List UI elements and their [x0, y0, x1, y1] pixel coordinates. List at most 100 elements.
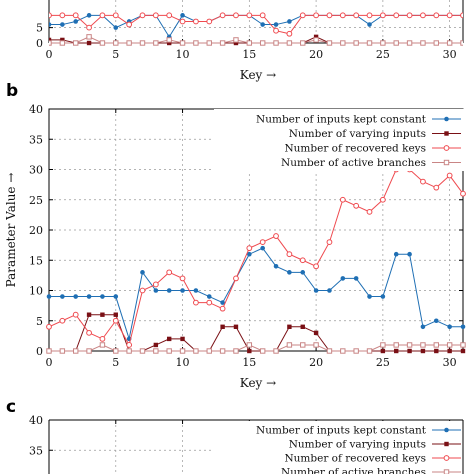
panel-b-data-point	[393, 342, 399, 348]
panel-b-y-tick-label: 25	[29, 194, 43, 207]
panel-a-data-point	[433, 40, 439, 46]
panel-b-legend-label: Number of recovered keys	[284, 143, 426, 155]
panel-b-data-point	[153, 348, 159, 354]
panel-a-data-point	[126, 21, 133, 28]
panel-a-x-tick-label: 10	[176, 48, 190, 61]
panel-a-data-point	[286, 30, 293, 37]
panel-b-data-point	[326, 348, 333, 354]
panel-a-data-point	[246, 40, 253, 46]
panel-c-legend-marker	[443, 455, 450, 461]
panel-b-y-tick-label: 30	[29, 164, 43, 177]
panel-b-label: b	[6, 81, 18, 101]
panel-c-legend-marker	[444, 441, 449, 447]
panel-b-data-point	[353, 348, 359, 354]
panel-b-data-point	[340, 348, 346, 354]
panel-c-y-tick-label: 35	[29, 444, 43, 457]
panel-a-data-point	[273, 40, 279, 46]
panel-b-data-point	[286, 342, 293, 348]
panel-a-data-point	[367, 22, 372, 27]
panel-a-data-point	[287, 19, 292, 24]
panel-b-data-point	[166, 348, 172, 354]
panel-b-data-point	[59, 317, 66, 324]
panel-a-data-point	[139, 12, 146, 19]
panel-b-data-point	[287, 324, 292, 329]
panel-b-data-point	[299, 257, 306, 264]
panel-c-legend-label: Number of recovered keys	[284, 453, 426, 465]
panel-b-data-point	[380, 342, 386, 348]
panel-c-legend-label: Number of active branches	[281, 467, 426, 474]
panel-b-data-point	[340, 276, 346, 281]
panel-c-legend-label: Number of inputs kept constant	[256, 425, 427, 437]
panel-a-data-point	[179, 40, 186, 46]
panel-b-data-point	[247, 348, 252, 354]
panel-a-x-tick-label: 0	[46, 48, 53, 61]
panel-b-data-point	[327, 288, 332, 293]
panel-b-legend-label: Number of varying inputs	[289, 128, 426, 140]
panel-b-data-point	[434, 348, 439, 354]
panel-b-data-point	[273, 233, 279, 239]
panel-b-data-point	[446, 342, 453, 348]
panel-b-data-point	[367, 294, 372, 299]
panel-b-data-point	[353, 202, 360, 209]
panel-b-data-point	[394, 348, 399, 354]
panel-b-data-point	[313, 288, 319, 293]
panel-b-data-point	[219, 305, 226, 312]
panel-b-data-point	[206, 294, 212, 299]
panel-b-data-point	[287, 270, 292, 275]
panel-a-series-line	[49, 14, 463, 38]
panel-a-data-point	[60, 37, 65, 43]
panel-a-data-point	[60, 22, 65, 27]
panel-a-data-point	[353, 40, 359, 46]
panel-a-data-point	[73, 40, 79, 46]
panel-b-data-point	[166, 288, 172, 293]
panel-b-legend-marker	[443, 159, 450, 166]
panel-b-data-point	[366, 208, 373, 215]
panel-a-data-point	[326, 40, 333, 46]
panel-c-label: c	[6, 397, 16, 417]
panel-a-y-tick-label: 5	[36, 22, 43, 35]
panel-a-data-point	[259, 12, 266, 19]
panel-a-data-point	[153, 40, 159, 46]
panel-b-y-tick-label: 35	[29, 133, 43, 146]
panel-b-data-point	[300, 270, 306, 275]
panel-b-data-point	[247, 251, 252, 257]
panel-a-x-tick-label: 30	[443, 48, 457, 61]
panel-a-data-point	[300, 40, 306, 46]
panel-b-data-point	[246, 342, 253, 348]
panel-b-data-point	[433, 318, 439, 324]
panel-b-data-point	[153, 288, 159, 293]
panel-b-data-point	[259, 239, 266, 246]
panel-a-data-point	[180, 13, 185, 18]
panel-b-legend-label: Number of active branches	[281, 157, 426, 169]
panel-b-data-point	[166, 336, 172, 342]
panel-a-data-point	[126, 40, 132, 46]
panel-b-series-line	[48, 169, 464, 347]
panel-b-data-point	[100, 312, 105, 317]
panel-b-data-point	[460, 324, 466, 330]
panel-c-legend: Number of inputs kept constant Number of …	[214, 421, 462, 474]
panel-b-data-point	[139, 348, 146, 354]
panel-b-data-point	[220, 300, 225, 305]
panel-b-data-point	[446, 172, 453, 179]
panel-b-data-point	[366, 348, 373, 354]
panel-b-data-point	[380, 348, 386, 354]
panel-b-data-point	[179, 348, 186, 354]
panel-a-data-point	[233, 12, 239, 19]
panel-b-data-point	[233, 324, 239, 329]
panel-a-x-tick-label: 20	[309, 48, 323, 61]
panel-a-data-point	[193, 40, 199, 46]
panel-b-y-axis-label: Parameter Value →	[4, 173, 18, 288]
panel-a-data-point	[166, 12, 173, 19]
panel-b-data-point	[193, 299, 199, 306]
panel-a-data-point	[219, 40, 226, 46]
panel-a-data-point	[99, 40, 106, 46]
panel-a-data-point	[326, 12, 333, 19]
panel-b-y-tick-label: 0	[36, 345, 43, 358]
panel-a-data-point	[339, 12, 346, 19]
panel-b-data-point	[233, 348, 239, 354]
panel-b-data-point	[286, 251, 293, 258]
panel-b-data-point	[407, 348, 412, 354]
panel-a-data-point	[112, 12, 119, 19]
panel-b-data-point	[126, 342, 133, 348]
panel-a-data-point	[113, 25, 119, 30]
